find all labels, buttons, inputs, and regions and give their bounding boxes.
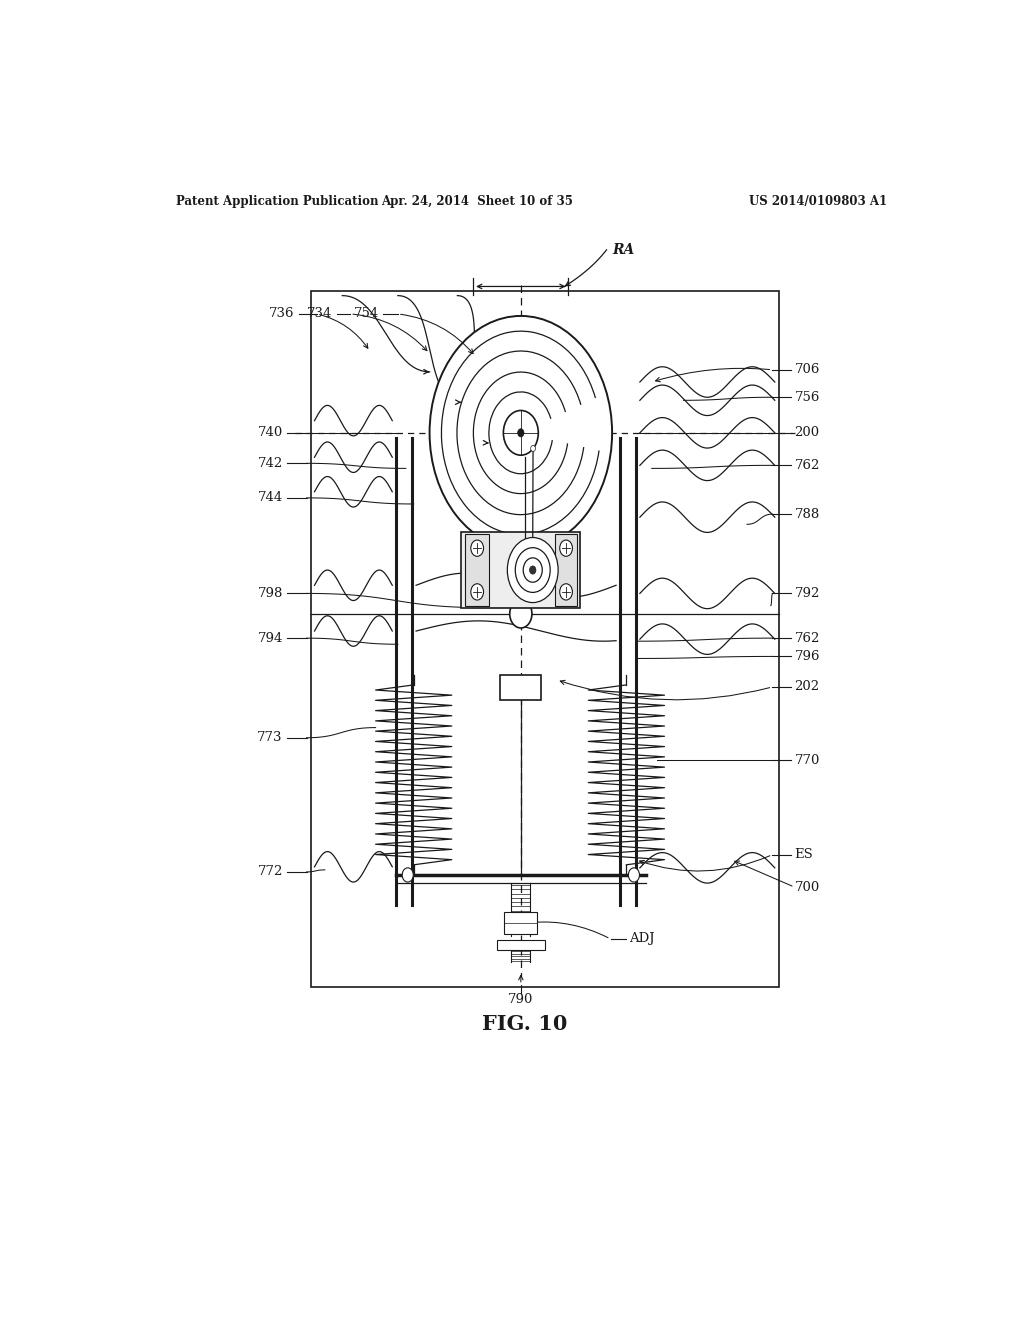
Text: 762: 762 <box>795 459 820 471</box>
Text: FIG. 10: FIG. 10 <box>482 1014 567 1035</box>
Text: 796: 796 <box>795 649 820 663</box>
Circle shape <box>510 599 531 628</box>
Text: Patent Application Publication: Patent Application Publication <box>176 194 378 207</box>
Text: 770: 770 <box>795 754 820 767</box>
Text: 773: 773 <box>257 731 283 744</box>
Text: ES: ES <box>795 849 813 861</box>
Bar <box>504 912 538 935</box>
Circle shape <box>471 540 483 556</box>
Text: 772: 772 <box>257 866 283 878</box>
Bar <box>310 290 778 987</box>
Circle shape <box>402 867 414 882</box>
Text: RA: RA <box>612 243 634 257</box>
Text: 788: 788 <box>795 508 820 520</box>
Circle shape <box>629 867 639 882</box>
Text: 734: 734 <box>307 308 333 321</box>
Bar <box>500 675 542 700</box>
Text: 756: 756 <box>795 391 820 404</box>
Circle shape <box>504 411 539 455</box>
Text: 798: 798 <box>257 587 283 599</box>
Text: 754: 754 <box>353 308 379 321</box>
Circle shape <box>523 558 543 582</box>
Text: 762: 762 <box>795 632 820 644</box>
Circle shape <box>560 540 572 556</box>
Circle shape <box>560 583 572 601</box>
Circle shape <box>530 445 536 451</box>
Bar <box>461 532 581 609</box>
Text: 790: 790 <box>508 994 534 1006</box>
Text: 706: 706 <box>795 363 820 376</box>
Text: ADJ: ADJ <box>630 932 655 945</box>
Text: 700: 700 <box>795 880 820 894</box>
Text: 792: 792 <box>795 587 820 599</box>
Circle shape <box>515 548 550 593</box>
Bar <box>497 940 545 950</box>
Text: 794: 794 <box>257 632 283 644</box>
Bar <box>555 535 578 606</box>
Text: 202: 202 <box>795 680 820 693</box>
Circle shape <box>430 315 612 549</box>
Text: 744: 744 <box>257 491 283 504</box>
Circle shape <box>471 583 483 601</box>
Text: US 2014/0109803 A1: US 2014/0109803 A1 <box>750 194 888 207</box>
Text: 736: 736 <box>269 308 295 321</box>
Text: 740: 740 <box>257 426 283 440</box>
Text: Apr. 24, 2014  Sheet 10 of 35: Apr. 24, 2014 Sheet 10 of 35 <box>381 194 573 207</box>
Circle shape <box>507 537 558 602</box>
Circle shape <box>529 566 536 574</box>
Circle shape <box>518 429 524 437</box>
Bar <box>465 535 489 606</box>
Text: 200: 200 <box>795 426 820 440</box>
Text: 742: 742 <box>257 457 283 470</box>
